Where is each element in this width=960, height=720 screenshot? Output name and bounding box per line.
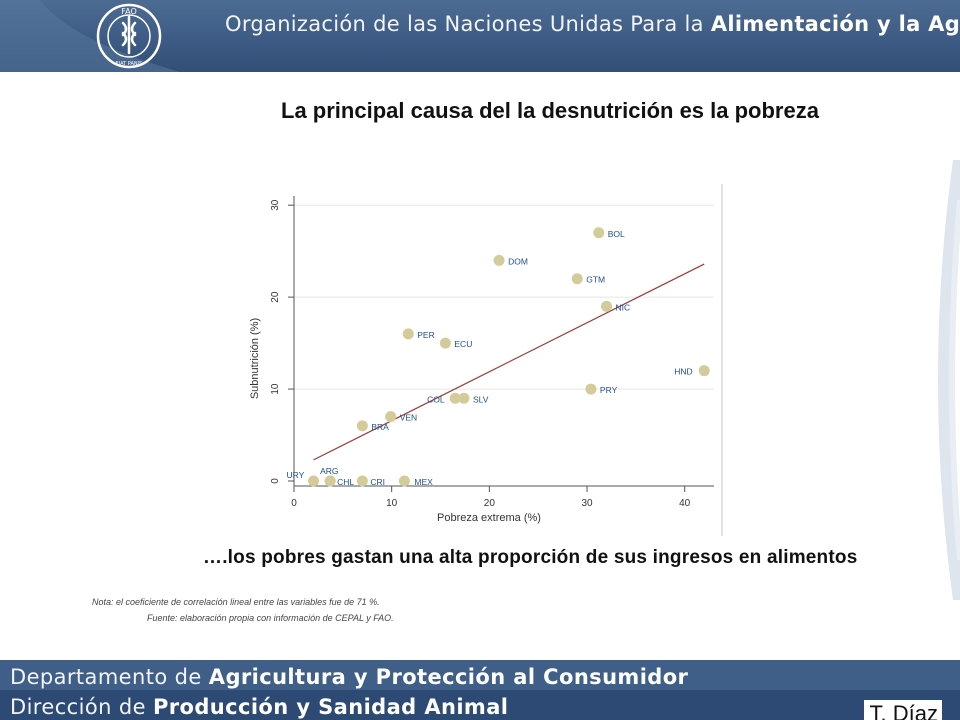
chart-note: Nota: el coeficiente de correlación line… [92,597,380,607]
point-label-bra: BRA [371,422,389,432]
data-point-per [402,328,414,340]
point-label-ecu: ECU [454,339,472,349]
chart-source: Fuente: elaboración propia con informaci… [147,613,394,623]
point-label-ven: VEN [400,413,417,423]
data-point-ury [308,475,320,487]
footer-bar-bottom [0,690,960,720]
fao-logo: FAO FIAT PANIS [96,3,162,69]
dept-prefix: Departamento de [10,665,209,689]
y-axis-label: Subnutrición (%) [249,318,261,399]
data-point-nic [601,300,613,312]
division-name: Dirección de Producción y Sanidad Animal [10,695,508,719]
dir-bold: Producción y Sanidad Animal [152,695,509,719]
point-label-chl: CHL [337,477,354,487]
author-name: T. Díaz [863,700,942,720]
dir-prefix: Dirección de [10,695,153,719]
logo-motto: FIAT PANIS [116,61,143,67]
header-swoosh-decoration [0,0,180,72]
org-bold: Alimentación y la Agricultura [710,12,960,36]
footer-bar-top [0,660,960,690]
data-point-ecu [439,337,451,349]
data-point-ven [385,411,397,423]
data-point-dom [493,254,505,266]
y-tick-label: 30 [270,199,281,211]
data-point-bol [593,227,605,239]
data-point-hnd [698,365,710,377]
point-label-dom: DOM [508,256,528,266]
point-label-bol: BOL [608,229,625,239]
point-label-pry: PRY [600,385,618,395]
data-point-slv [458,392,470,404]
point-label-slv: SLV [473,394,489,404]
slide-title: La principal causa del la desnutrición e… [281,98,819,123]
data-point-bra [356,420,368,432]
point-label-mex: MEX [414,477,433,487]
org-prefix: Organización de las Naciones Unidas Para… [225,12,711,36]
logo-letters: FAO [121,7,137,16]
x-axis-label: Pobreza extrema (%) [437,512,541,524]
point-label-per: PER [417,330,434,340]
x-tick-label: 30 [581,498,593,509]
footer-banner: Departamento de Agricultura y Protección… [0,660,960,720]
dept-bold: Agricultura y Protección al Consumidor [208,665,689,689]
x-tick-label: 20 [484,498,496,509]
header-banner: FAO FIAT PANIS Organización de las Nacio… [0,0,960,72]
point-label-hnd: HND [674,367,692,377]
point-label-cri: CRI [370,477,385,487]
data-point-col [449,392,461,404]
department-name: Departamento de Agricultura y Protección… [10,665,688,689]
point-label-col: COL [427,394,445,404]
point-label-gtm: GTM [586,275,605,285]
data-point-gtm [571,273,583,285]
slide-subtitle: ….los pobres gastan una alta proporción … [203,547,858,568]
data-point-mex [398,475,410,487]
data-point-chl [324,475,336,487]
x-tick-label: 40 [679,498,691,509]
x-tick-label: 10 [386,498,398,509]
data-point-pry [585,383,597,395]
side-stripes-decoration [938,160,960,600]
data-point-cri [356,475,368,487]
point-label-ury: URY [287,470,305,480]
trend-line [313,263,705,461]
point-label-arg: ARG [320,466,338,476]
y-tick-label: 10 [270,383,281,395]
y-tick-label: 0 [270,478,281,484]
x-tick-label: 0 [291,498,297,509]
y-tick-label: 20 [270,291,281,303]
organization-name: Organización de las Naciones Unidas Para… [225,12,960,36]
point-label-nic: NIC [616,302,631,312]
